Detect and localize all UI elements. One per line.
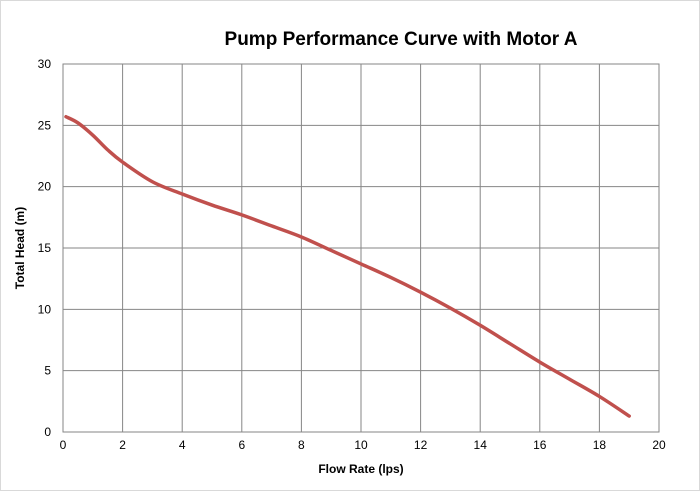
x-tick-label: 12 <box>414 438 428 452</box>
x-tick-label: 6 <box>238 438 245 452</box>
grid <box>62 63 660 433</box>
y-tick-label: 20 <box>38 180 52 194</box>
x-tick-label: 18 <box>593 438 607 452</box>
y-tick-label: 10 <box>38 302 52 316</box>
x-axis-ticks: 0 2 4 6 8 10 12 14 16 18 20 <box>60 438 666 452</box>
series-layer <box>64 115 631 418</box>
x-tick-label: 16 <box>533 438 547 452</box>
y-tick-label: 15 <box>38 241 52 255</box>
x-tick-label: 8 <box>298 438 305 452</box>
y-axis-label: Total Head (m) <box>13 207 27 289</box>
x-tick-label: 2 <box>119 438 126 452</box>
y-axis-ticks: 0 5 10 15 20 25 30 <box>38 57 52 439</box>
x-tick-label: 14 <box>474 438 488 452</box>
chart-title: Pump Performance Curve with Motor A <box>225 29 578 50</box>
y-tick-label: 25 <box>38 118 52 132</box>
x-tick-label: 20 <box>652 438 666 452</box>
y-tick-label: 0 <box>44 425 51 439</box>
x-axis-label: Flow Rate (lps) <box>318 462 403 476</box>
x-tick-label: 10 <box>354 438 368 452</box>
series-line-pump-curve <box>64 115 631 418</box>
y-tick-label: 5 <box>44 364 51 378</box>
y-tick-label: 30 <box>38 57 52 71</box>
plot-area-border <box>62 63 660 433</box>
x-tick-label: 4 <box>179 438 186 452</box>
x-tick-label: 0 <box>60 438 67 452</box>
